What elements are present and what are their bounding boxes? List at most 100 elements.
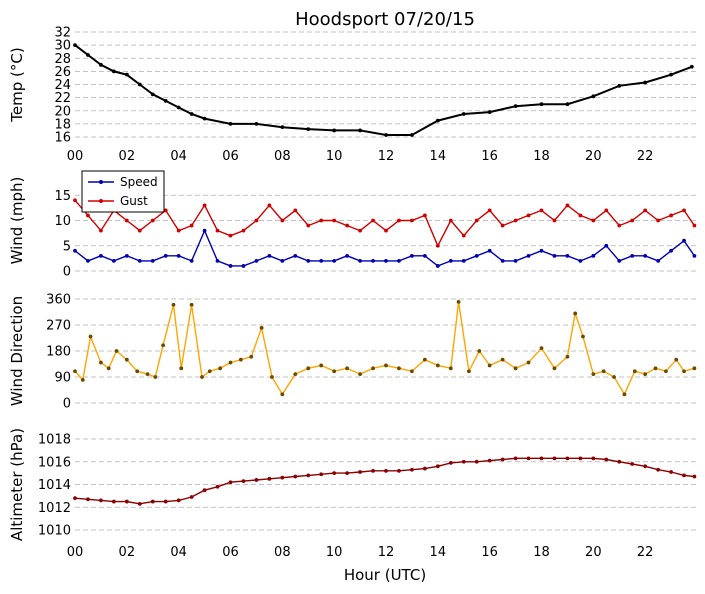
data-point (202, 228, 207, 233)
data-point (189, 223, 194, 228)
data-point (280, 218, 285, 223)
data-point (384, 259, 388, 263)
data-point (513, 104, 518, 109)
data-point (578, 213, 583, 218)
data-point (306, 223, 311, 228)
legend-marker (99, 199, 103, 203)
y-tick-label: 15 (54, 189, 71, 204)
data-point (578, 456, 583, 461)
data-point (682, 208, 686, 213)
data-point (552, 366, 557, 371)
x-tick-label: 12 (378, 149, 395, 164)
data-point (552, 456, 557, 461)
legend-marker (99, 180, 103, 184)
data-point (692, 366, 697, 371)
data-point (664, 369, 668, 374)
data-point (293, 372, 298, 377)
data-point (73, 248, 77, 253)
data-point (477, 349, 482, 353)
data-point (228, 480, 233, 485)
data-point (241, 479, 246, 483)
data-point (280, 125, 285, 130)
x-axis-label: Hour (UTC) (344, 566, 426, 584)
data-point (150, 259, 155, 263)
x-tick-label: 18 (533, 149, 550, 164)
data-point (280, 475, 285, 480)
data-point (630, 218, 635, 223)
data-point (397, 259, 401, 263)
data-point (487, 208, 492, 213)
y-tick-label: 1016 (38, 455, 71, 470)
data-point (513, 259, 518, 263)
data-point (371, 218, 375, 223)
y-tick-label: 1014 (38, 478, 71, 493)
data-point (319, 472, 324, 477)
data-point (435, 243, 440, 248)
data-point (189, 495, 194, 499)
data-point (487, 458, 492, 463)
data-point (410, 467, 414, 472)
data-point (513, 218, 518, 223)
data-point (202, 116, 207, 121)
data-point (487, 248, 492, 253)
data-point (643, 464, 648, 469)
data-point (137, 259, 142, 263)
data-point (448, 259, 453, 263)
data-point (189, 302, 194, 307)
data-point (135, 369, 140, 374)
data-point (656, 259, 661, 263)
data-point (630, 462, 635, 466)
data-point (617, 223, 622, 228)
x-tick-label: 08 (274, 545, 291, 560)
data-point (474, 459, 479, 464)
data-point (163, 499, 168, 504)
data-point (306, 127, 311, 132)
data-point (73, 369, 77, 374)
data-point (643, 372, 648, 377)
data-point (267, 253, 272, 258)
data-point (448, 218, 453, 223)
data-point (422, 466, 427, 471)
data-point (643, 80, 648, 85)
data-point (293, 474, 298, 479)
data-point (189, 259, 194, 263)
data-point (238, 357, 243, 362)
y-tick-label: 22 (54, 91, 71, 106)
x-tick-label: 22 (637, 149, 654, 164)
data-point (456, 299, 461, 304)
data-point (293, 208, 298, 213)
data-point (99, 228, 103, 233)
data-point (306, 259, 311, 263)
chart-title: Hoodsport 07/20/15 (295, 9, 475, 30)
data-point (591, 253, 596, 258)
data-point (410, 218, 414, 223)
data-point (124, 499, 129, 504)
data-point (124, 253, 129, 258)
data-point (513, 366, 518, 371)
data-point (345, 366, 350, 371)
data-point (319, 363, 324, 368)
legend-box (81, 170, 165, 213)
data-point (163, 99, 168, 103)
data-point (461, 233, 466, 238)
data-point (474, 253, 479, 258)
data-point (581, 334, 585, 339)
x-tick-label: 02 (119, 149, 136, 164)
y-tick-label: 24 (54, 78, 71, 93)
x-tick-label: 20 (585, 545, 602, 560)
data-point (643, 208, 648, 213)
data-point (565, 203, 570, 208)
data-point (202, 203, 207, 208)
data-point (410, 253, 414, 258)
data-point (410, 133, 414, 137)
x-tick-label: 18 (533, 545, 550, 560)
y-tick-label: 10 (54, 214, 71, 229)
data-point (319, 259, 324, 263)
data-point (487, 363, 492, 368)
data-point (682, 473, 686, 478)
data-point (88, 334, 93, 339)
data-point (86, 497, 90, 502)
data-point (692, 474, 697, 479)
y-tick-label: 0 (63, 265, 71, 280)
data-point (254, 121, 259, 126)
